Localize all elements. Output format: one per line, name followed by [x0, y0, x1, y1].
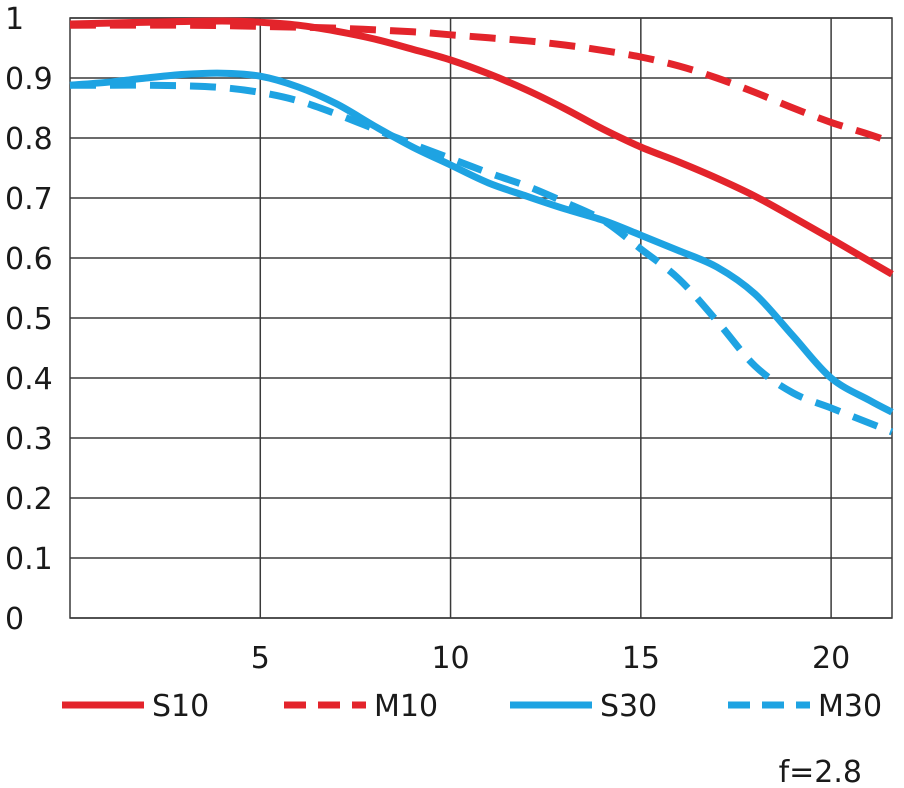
y-tick-label: 0.7 [5, 182, 53, 217]
axes: 00.10.20.30.40.50.60.70.80.915 10 15 20 [5, 2, 850, 676]
series-lines [69, 17, 894, 436]
series-line-m30 [70, 81, 894, 436]
legend-label-m10: M10 [374, 689, 438, 724]
legend: S10 M10 S30 M30 [62, 689, 882, 724]
y-tick-label: 0.3 [5, 422, 53, 457]
y-tick-label: 0.4 [5, 362, 53, 397]
series-line-m10 [69, 21, 894, 146]
aperture-annotation: f=2.8 [779, 755, 862, 788]
y-tick-label: 1 [5, 2, 24, 37]
y-tick-label: 0.1 [5, 542, 53, 577]
y-tick-label: 0.2 [5, 482, 53, 517]
y-tick-label: 0.5 [5, 302, 53, 337]
y-tick-label: 0.9 [5, 62, 53, 97]
legend-label-s30: S30 [600, 689, 657, 724]
x-tick-label: 5 [251, 641, 270, 676]
grid [69, 17, 893, 619]
y-tick-label: 0 [5, 602, 24, 637]
legend-label-s10: S10 [152, 689, 209, 724]
y-tick-label: 0.6 [5, 242, 53, 277]
series-line-s10 [69, 17, 894, 278]
series-line-s30 [69, 69, 894, 416]
plot-frame [69, 17, 893, 619]
x-tick-label: 20 [812, 641, 850, 676]
y-tick-label: 0.8 [5, 122, 53, 157]
x-tick-label: 15 [622, 641, 660, 676]
legend-label-m30: M30 [818, 689, 882, 724]
x-tick-label: 10 [431, 641, 469, 676]
